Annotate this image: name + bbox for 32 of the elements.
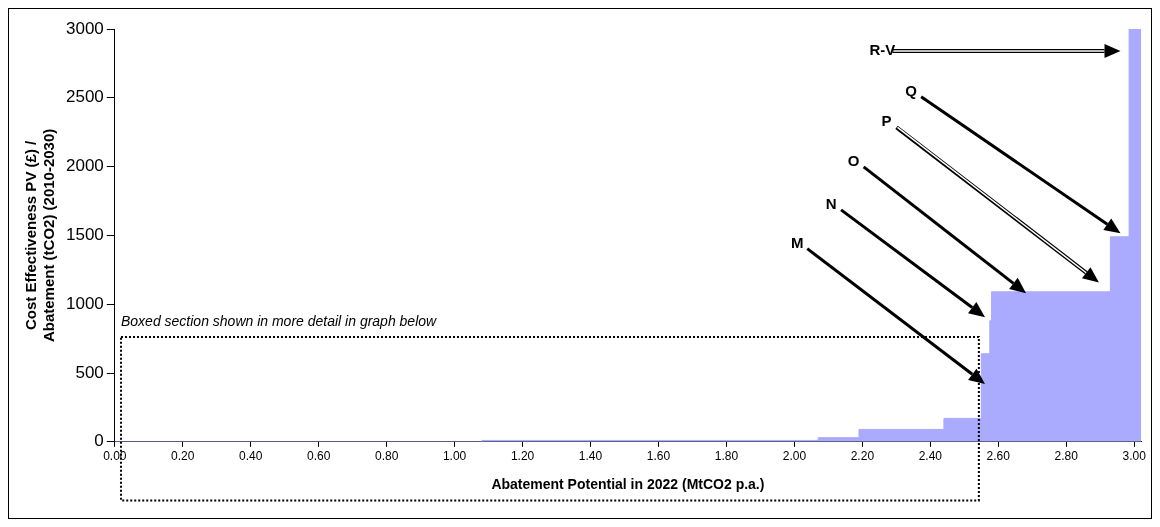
x-tick-label: 0.40 [239,449,263,464]
annotation: Boxed section shown in more detail in graph below [120,312,438,329]
y-tick-label: 3000 [65,18,104,38]
x-tick-label: 1.40 [578,449,603,464]
annotation: N [825,194,837,212]
x-tick-label: 0.80 [374,449,399,464]
x-axis-title: Abatement Potential in 2022 (MtCO2 p.a.) [491,476,765,493]
annotation: M [790,233,804,251]
y-axis-title: Cost Effectiveness PV (£) / Abatement (tCO2) (2010-2030) [22,128,58,343]
x-tick-label: 1.80 [714,449,739,464]
annotation: O [847,152,860,170]
x-tick-label: 0.60 [307,449,331,464]
annotation: Q [905,81,918,99]
x-tick-label: 0.00 [103,449,127,464]
y-tick-label: 2000 [65,156,104,176]
y-tick-label: 500 [75,362,104,382]
x-tick-label: 0.20 [171,449,195,464]
y-tick-label: 0 [94,431,104,451]
x-tick-label: 2.00 [782,449,807,464]
annotation: P [881,112,892,130]
y-tick-label: 2500 [65,87,104,107]
x-tick-label: 3.00 [1122,449,1147,464]
annotation: R-V [869,41,896,59]
x-tick-label: 2.20 [850,449,875,464]
x-tick-label: 2.40 [918,449,943,464]
x-tick-label: 1.60 [646,449,671,464]
x-tick-label: 1.00 [442,449,467,464]
x-tick-label: 2.80 [1054,449,1079,464]
y-tick-label: 1500 [65,225,104,245]
x-tick-label: 1.20 [510,449,535,464]
x-tick-label: 2.60 [986,449,1011,464]
y-tick-label: 1000 [65,293,104,313]
